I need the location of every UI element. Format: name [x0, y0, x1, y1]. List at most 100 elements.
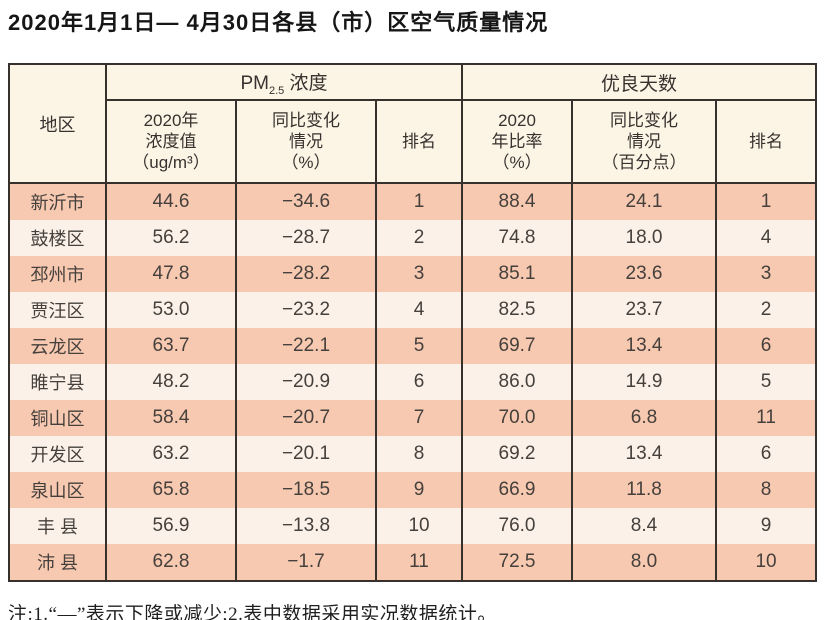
pm25-rank-cell: 9: [374, 472, 464, 508]
pm25-value-cell: 58.4: [105, 400, 237, 436]
table-row: 贾汪区 53.0 −23.2 4 82.5 23.7 2: [8, 292, 818, 328]
ratio-value-cell: 72.5: [461, 544, 574, 581]
ratio-rank-cell: 6: [715, 436, 818, 472]
region-cell: 铜山区: [8, 400, 107, 436]
pm25-rank-cell: 3: [374, 256, 464, 292]
pm25-rank-cell: 5: [374, 328, 464, 364]
pm25-value-cell: 44.6: [105, 183, 237, 220]
region-cell: 鼓楼区: [8, 220, 107, 256]
region-cell: 贾汪区: [8, 292, 107, 328]
ratio-change-cell: 14.9: [571, 364, 718, 400]
ratio-value-cell: 70.0: [461, 400, 574, 436]
ratio-value-cell: 69.7: [461, 328, 574, 364]
column-header-pm25-change: 同比变化 情况 （%）: [235, 100, 377, 184]
ratio-rank-cell: 2: [715, 292, 818, 328]
pm25-rank-cell: 7: [374, 400, 464, 436]
region-cell: 泉山区: [8, 472, 107, 508]
pm25-value-cell: 65.8: [105, 472, 237, 508]
table-row: 睢宁县 48.2 −20.9 6 86.0 14.9 5: [8, 364, 818, 400]
pm25-change-cell: −18.5: [235, 472, 377, 508]
region-cell: 邳州市: [8, 256, 107, 292]
table-row: 邳州市 47.8 −28.2 3 85.1 23.6 3: [8, 256, 818, 292]
pm25-value-cell: 63.2: [105, 436, 237, 472]
ratio-value-cell: 82.5: [461, 292, 574, 328]
pm25-value-cell: 47.8: [105, 256, 237, 292]
table-row: 云龙区 63.7 −22.1 5 69.7 13.4 6: [8, 328, 818, 364]
column-header-pm25-value: 2020年 浓度值 （ug/m³）: [105, 100, 237, 184]
ratio-value-cell: 88.4: [461, 183, 574, 220]
region-cell: 新沂市: [8, 183, 107, 220]
column-group-pm25: PM2.5 浓度: [104, 64, 464, 101]
pm25-rank-cell: 11: [374, 544, 464, 581]
pm25-rank-cell: 6: [374, 364, 464, 400]
column-header-ratio-value: 2020 年比率 （%）: [461, 100, 574, 184]
pm25-value-cell: 48.2: [105, 364, 237, 400]
ratio-rank-cell: 5: [715, 364, 818, 400]
region-cell: 云龙区: [8, 328, 107, 364]
table-header: 地区 PM2.5 浓度 优良天数 2020年 浓度值 （ug/m³） 同比变化 …: [8, 64, 818, 184]
page: 2020年1月1日— 4月30日各县（市）区空气质量情况 地区 PM2.5 浓度…: [0, 8, 825, 620]
table-body: 新沂市 44.6 −34.6 1 88.4 24.1 1 鼓楼区 56.2 −2…: [8, 183, 818, 581]
ratio-change-cell: 13.4: [571, 328, 718, 364]
pm25-rank-cell: 1: [374, 183, 464, 220]
table-row: 沛 县 62.8 −1.7 11 72.5 8.0 10: [8, 544, 818, 581]
ratio-change-cell: 6.8: [571, 400, 718, 436]
column-header-ratio-change: 同比变化 情况 （百分点）: [571, 100, 718, 184]
column-header-pm25-rank: 排名: [374, 100, 464, 184]
ratio-value-cell: 76.0: [461, 508, 574, 544]
pm25-change-cell: −20.1: [235, 436, 377, 472]
table-row: 铜山区 58.4 −20.7 7 70.0 6.8 11: [8, 400, 818, 436]
ratio-change-cell: 23.6: [571, 256, 718, 292]
ratio-value-cell: 85.1: [461, 256, 574, 292]
column-header-ratio-rank: 排名: [715, 100, 818, 184]
pm25-value-cell: 62.8: [105, 544, 237, 581]
region-cell: 沛 县: [8, 544, 107, 581]
pm25-rank-cell: 2: [374, 220, 464, 256]
pm25-change-cell: −22.1: [235, 328, 377, 364]
pm25-value-cell: 63.7: [105, 328, 237, 364]
pm25-rank-cell: 4: [374, 292, 464, 328]
pm25-label-prefix: PM: [240, 72, 269, 94]
ratio-rank-cell: 11: [715, 400, 818, 436]
ratio-rank-cell: 9: [715, 508, 818, 544]
ratio-value-cell: 69.2: [461, 436, 574, 472]
table-footnote: 注:1.“—”表示下降或减少;2.表中数据采用实况数据统计。: [8, 604, 497, 620]
ratio-rank-cell: 3: [715, 256, 818, 292]
pm25-change-cell: −28.7: [235, 220, 377, 256]
air-quality-table: 地区 PM2.5 浓度 优良天数 2020年 浓度值 （ug/m³） 同比变化 …: [8, 63, 818, 582]
ratio-value-cell: 86.0: [461, 364, 574, 400]
ratio-rank-cell: 1: [715, 183, 818, 220]
pm25-change-cell: −34.6: [235, 183, 377, 220]
ratio-change-cell: 18.0: [571, 220, 718, 256]
region-cell: 开发区: [8, 436, 107, 472]
ratio-rank-cell: 6: [715, 328, 818, 364]
page-title: 2020年1月1日— 4月30日各县（市）区空气质量情况: [8, 10, 549, 35]
table-row: 开发区 63.2 −20.1 8 69.2 13.4 6: [8, 436, 818, 472]
ratio-rank-cell: 8: [715, 472, 818, 508]
ratio-rank-cell: 4: [715, 220, 818, 256]
ratio-change-cell: 13.4: [571, 436, 718, 472]
ratio-change-cell: 8.4: [571, 508, 718, 544]
pm25-rank-cell: 10: [374, 508, 464, 544]
column-group-good-days: 优良天数: [461, 64, 818, 101]
ratio-change-cell: 8.0: [571, 544, 718, 581]
pm25-change-cell: −20.7: [235, 400, 377, 436]
ratio-rank-cell: 10: [715, 544, 818, 581]
pm25-rank-cell: 8: [374, 436, 464, 472]
region-cell: 睢宁县: [8, 364, 107, 400]
ratio-change-cell: 11.8: [571, 472, 718, 508]
table-row: 新沂市 44.6 −34.6 1 88.4 24.1 1: [8, 183, 818, 220]
ratio-change-cell: 24.1: [571, 183, 718, 220]
pm25-change-cell: −20.9: [235, 364, 377, 400]
table-row: 丰 县 56.9 −13.8 10 76.0 8.4 9: [8, 508, 818, 544]
pm25-change-cell: −23.2: [235, 292, 377, 328]
ratio-value-cell: 74.8: [461, 220, 574, 256]
table-row: 泉山区 65.8 −18.5 9 66.9 11.8 8: [8, 472, 818, 508]
pm25-change-cell: −28.2: [235, 256, 377, 292]
ratio-change-cell: 23.7: [571, 292, 718, 328]
table-row: 鼓楼区 56.2 −28.7 2 74.8 18.0 4: [8, 220, 818, 256]
pm25-change-cell: −13.8: [235, 508, 377, 544]
pm25-value-cell: 53.0: [105, 292, 237, 328]
pm25-label-subscript: 2.5: [268, 84, 285, 97]
pm25-label-suffix: 浓度: [284, 72, 328, 94]
